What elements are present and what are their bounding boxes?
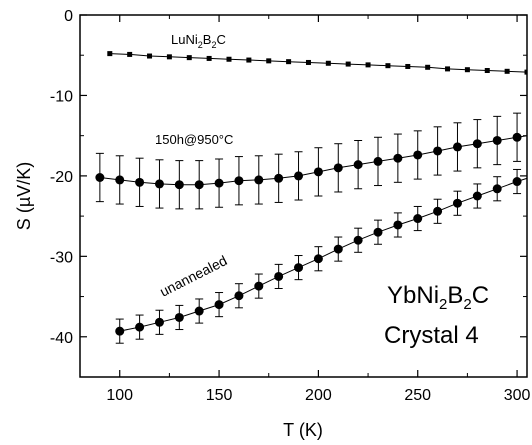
data-point	[286, 59, 292, 65]
data-point	[107, 51, 113, 57]
data-point	[405, 63, 411, 69]
x-axis-title: T (K)	[283, 420, 323, 440]
data-point	[254, 281, 264, 291]
data-point	[413, 214, 423, 224]
data-point	[524, 69, 527, 75]
data-point	[305, 59, 311, 65]
data-point	[345, 61, 351, 67]
data-point	[234, 291, 244, 301]
data-point	[452, 198, 462, 208]
data-point	[274, 271, 284, 281]
data-point	[166, 54, 172, 60]
data-point	[393, 220, 403, 230]
data-point	[246, 57, 252, 63]
data-point	[365, 62, 371, 68]
plot-frame	[79, 14, 528, 378]
data-point	[254, 175, 264, 185]
x-tick-label: 200	[305, 387, 332, 404]
series-line	[109, 53, 527, 73]
data-point	[472, 191, 482, 201]
plot-series	[95, 51, 527, 344]
y-tick-label: -40	[50, 330, 73, 347]
data-point	[393, 153, 403, 163]
data-point	[135, 322, 145, 332]
data-point	[115, 175, 125, 185]
sample-label-crystal: Crystal 4	[384, 322, 479, 349]
data-point	[206, 55, 212, 61]
data-point	[214, 178, 224, 188]
x-tick-label: 250	[404, 387, 431, 404]
data-point	[333, 244, 343, 254]
data-point	[115, 326, 125, 336]
data-point	[174, 180, 184, 190]
sample-label-compound: YbNi2B2C	[387, 282, 489, 313]
data-point	[353, 235, 363, 245]
data-point	[385, 63, 391, 69]
data-point	[373, 156, 383, 166]
data-point	[194, 180, 204, 190]
data-point	[147, 53, 153, 59]
data-point	[313, 167, 323, 177]
data-point	[433, 146, 443, 156]
x-tick-label: 100	[106, 387, 133, 404]
series-2	[115, 168, 527, 344]
data-point	[294, 171, 304, 181]
data-point	[234, 176, 244, 186]
data-point	[333, 163, 343, 173]
data-point	[325, 60, 331, 66]
data-point	[174, 312, 184, 322]
data-point	[445, 66, 451, 72]
y-axis-title: S (µV/K)	[14, 162, 34, 230]
series-line	[119, 177, 527, 332]
data-point	[274, 173, 284, 183]
data-point	[266, 58, 272, 64]
data-point	[512, 132, 522, 142]
y-tick-label: -30	[50, 249, 73, 266]
x-tick-label: 150	[206, 387, 233, 404]
data-point	[214, 300, 224, 310]
data-point	[492, 184, 502, 194]
data-point	[353, 160, 363, 170]
data-point	[464, 67, 470, 73]
data-point	[433, 206, 443, 216]
data-point	[313, 254, 323, 264]
series-1	[95, 112, 527, 210]
data-point	[373, 227, 383, 237]
y-tick-label: -10	[50, 88, 73, 105]
data-point	[154, 317, 164, 327]
data-point	[127, 51, 133, 57]
data-point	[186, 55, 192, 61]
data-point	[492, 135, 502, 145]
data-point	[95, 172, 105, 182]
data-point	[512, 177, 522, 187]
y-tick-label: -20	[50, 169, 73, 186]
data-point	[484, 68, 490, 74]
data-point	[294, 263, 304, 273]
lu-series-label: LuNi2B2C	[171, 32, 226, 50]
data-point	[226, 56, 232, 62]
data-point	[413, 150, 423, 160]
y-tick-label: 0	[64, 8, 73, 25]
data-point	[504, 68, 510, 74]
data-point	[194, 306, 204, 316]
data-point	[135, 177, 145, 187]
data-point	[154, 179, 164, 189]
data-point	[472, 139, 482, 149]
data-point	[425, 64, 431, 70]
data-point	[452, 142, 462, 152]
x-tick-label: 300	[504, 387, 531, 404]
series-0	[107, 51, 527, 75]
annealed-series-label: 150h@950°C	[155, 132, 233, 147]
axis-ticks: 100 150 200 250 300 0 -10 -20 -30 -40	[50, 8, 531, 404]
